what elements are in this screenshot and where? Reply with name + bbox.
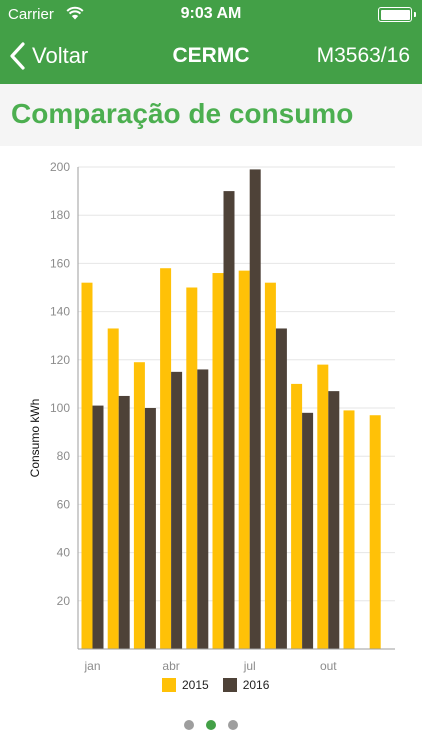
legend-entry-2016: 2016 xyxy=(222,678,270,692)
x-tick-label-jan: jan xyxy=(83,659,100,673)
bar-2016-8 xyxy=(275,328,287,649)
bar-2015-1 xyxy=(81,282,93,649)
bar-chart: 20 40 60 80 100 120 140 160 180 200 jan abr jul out Co… xyxy=(28,160,395,673)
bar-2015-9 xyxy=(291,383,303,649)
carrier-label: Carrier xyxy=(8,6,54,23)
y-tick-label: 20 xyxy=(57,594,71,608)
y-axis-title: Consumo kWh xyxy=(28,399,42,478)
page-dot-2[interactable] xyxy=(206,720,216,730)
bar-2015-8 xyxy=(264,282,276,649)
meter-id-label: M3563/16 xyxy=(316,44,410,67)
page-dot-3[interactable] xyxy=(228,720,238,730)
wifi-icon xyxy=(66,5,84,25)
bar-2015-10 xyxy=(317,364,329,649)
y-tick-label: 200 xyxy=(50,160,70,174)
back-button[interactable]: Voltar xyxy=(10,40,88,72)
page-indicator[interactable] xyxy=(0,720,422,730)
section-header: Comparação de consumo xyxy=(0,84,422,146)
status-time: 9:03 AM xyxy=(180,5,242,22)
bar-2015-4 xyxy=(160,268,172,649)
y-tick-label: 180 xyxy=(50,208,70,222)
bar-2016-3 xyxy=(144,408,156,649)
bar-2016-9 xyxy=(302,412,314,649)
legend-label-2015: 2015 xyxy=(182,678,209,692)
bar-2015-2 xyxy=(107,328,119,649)
page-title: Comparação de consumo xyxy=(11,98,354,129)
y-tick-label: 160 xyxy=(50,256,70,270)
back-button-label: Voltar xyxy=(32,43,89,68)
bar-2016-4 xyxy=(171,371,183,649)
y-tick-label: 80 xyxy=(57,449,71,463)
legend-entry-2015: 2015 xyxy=(162,678,209,692)
consumption-chart: 20 40 60 80 100 120 140 160 180 200 jan abr jul out Co… xyxy=(0,146,422,706)
bar-2016-2 xyxy=(118,395,130,649)
legend-swatch-2015 xyxy=(162,678,176,692)
bar-2015-7 xyxy=(238,270,250,649)
chart-legend: 2015 2016 xyxy=(162,677,269,693)
y-tick-label: 40 xyxy=(57,546,71,560)
x-tick-label-abr: abr xyxy=(162,659,179,673)
status-bar: Carrier 9:03 AM xyxy=(0,0,422,28)
legend-label-2016: 2016 xyxy=(242,678,270,692)
chevron-left-icon xyxy=(10,42,26,70)
bar-2016-10 xyxy=(328,391,340,649)
bar-2016-5 xyxy=(197,369,209,649)
bar-2016-1 xyxy=(92,405,104,649)
y-tick-label: 60 xyxy=(57,497,71,511)
bar-2015-5 xyxy=(186,287,198,649)
navigation-bar: Voltar CERMC M3563/16 xyxy=(0,28,422,84)
y-tick-label: 120 xyxy=(50,353,70,367)
y-tick-label: 100 xyxy=(50,401,70,415)
x-tick-label-out: out xyxy=(320,659,337,673)
y-tick-label: 140 xyxy=(50,305,70,319)
page-dot-1[interactable] xyxy=(184,720,194,730)
x-tick-label-jul: jul xyxy=(243,659,256,673)
nav-title: CERMC xyxy=(172,44,250,67)
bar-2015-11 xyxy=(343,410,355,649)
bar-2015-3 xyxy=(133,362,145,649)
bar-2016-7 xyxy=(249,169,261,649)
bar-2016-6 xyxy=(223,191,235,649)
bar-2015-6 xyxy=(212,273,224,649)
legend-swatch-2016 xyxy=(222,678,237,692)
battery-icon xyxy=(378,7,416,22)
bar-2015-12 xyxy=(369,415,381,649)
